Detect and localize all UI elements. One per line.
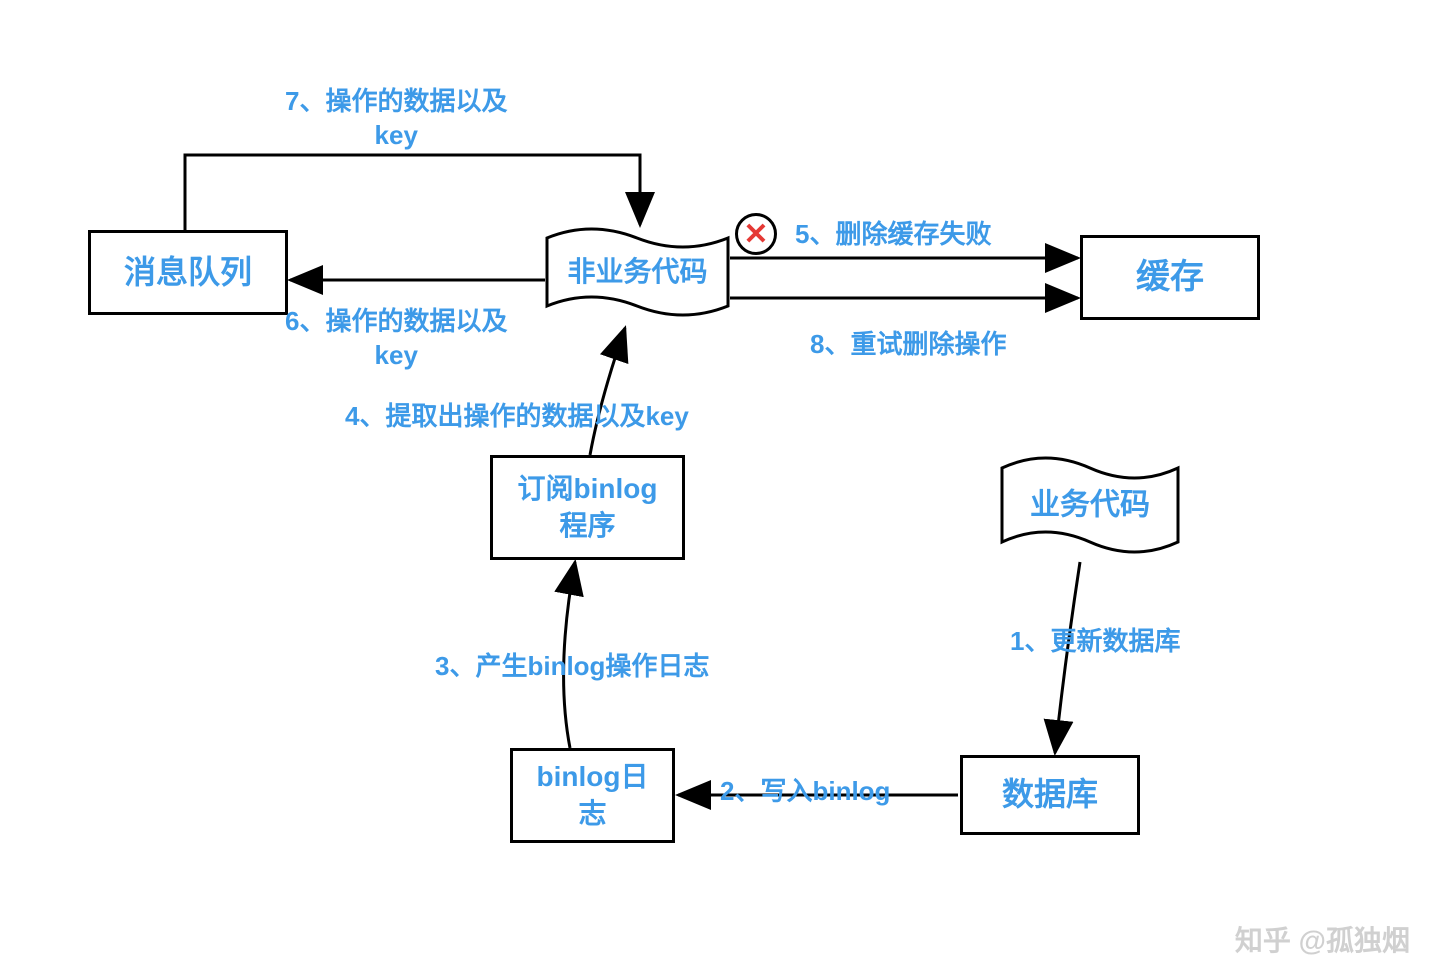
delete-fail-icon: ✕ [735, 213, 777, 255]
node-binlog-subscriber: 订阅binlog 程序 [490, 455, 685, 560]
node-binlog-log: binlog日 志 [510, 748, 675, 843]
node-message-queue: 消息队列 [88, 230, 288, 315]
node-cache: 缓存 [1080, 235, 1260, 320]
node-biz-code: 业务代码 [1000, 450, 1180, 560]
node-message-queue-label: 消息队列 [124, 252, 252, 294]
node-binlog-log-label: binlog日 志 [537, 759, 649, 832]
node-binlog-subscriber-label: 订阅binlog 程序 [518, 471, 658, 544]
node-non-biz-code-label: 非业务代码 [545, 254, 730, 290]
node-database: 数据库 [960, 755, 1140, 835]
arrows-layer [0, 0, 1440, 979]
edge-5-label: 5、删除缓存失败 [795, 218, 991, 252]
node-cache-label: 缓存 [1136, 255, 1204, 299]
watermark: 知乎 @孤独烟 [1235, 919, 1410, 959]
edge-3-label: 3、产生binlog操作日志 [435, 650, 709, 684]
edge-6-label: 6、操作的数据以及 key [285, 305, 507, 373]
node-biz-code-label: 业务代码 [1000, 486, 1180, 525]
edge-8-label: 8、重试删除操作 [810, 328, 1006, 362]
edge-2-label: 2、写入binlog [720, 775, 890, 809]
edge-4-path [590, 328, 625, 455]
diagram-canvas: 消息队列 非业务代码 缓存 订阅binlog 程序 业务代码 binlog日 志… [0, 0, 1440, 979]
edge-7-label: 7、操作的数据以及 key [285, 85, 507, 153]
edge-1-label: 1、更新数据库 [1010, 625, 1180, 659]
node-non-biz-code: 非业务代码 [545, 222, 730, 322]
node-database-label: 数据库 [1002, 774, 1098, 816]
edge-4-label: 4、提取出操作的数据以及key [345, 400, 689, 434]
